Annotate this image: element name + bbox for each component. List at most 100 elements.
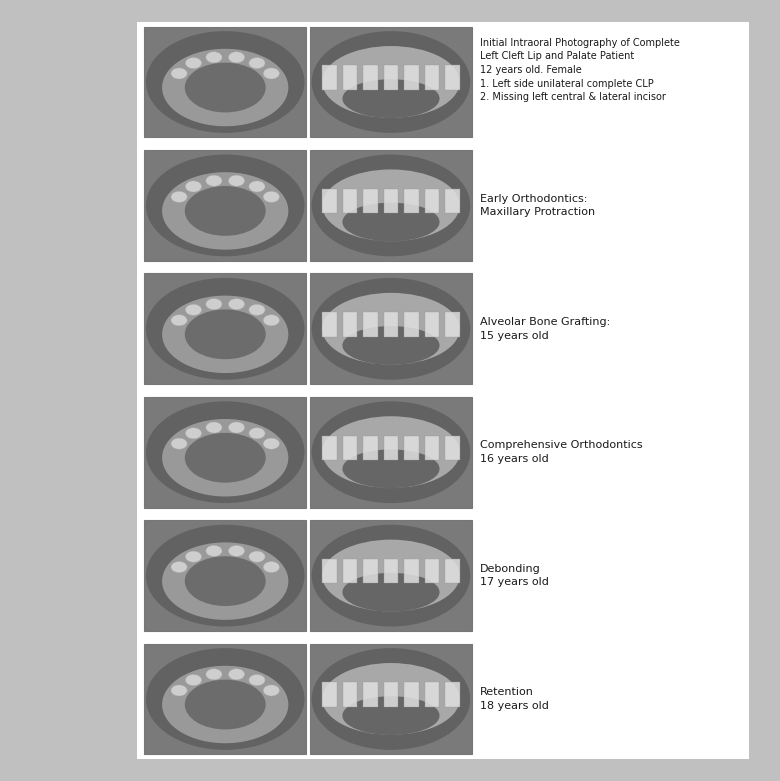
Bar [144, 397, 306, 508]
Bar [144, 520, 306, 631]
Bar [342, 559, 357, 583]
Bar [144, 27, 306, 137]
Bar [384, 66, 399, 90]
Bar [322, 312, 337, 337]
Ellipse shape [322, 293, 459, 365]
Ellipse shape [249, 305, 265, 316]
Bar [363, 189, 378, 213]
Bar [384, 312, 399, 337]
Ellipse shape [185, 309, 266, 359]
Ellipse shape [229, 52, 245, 62]
Ellipse shape [162, 542, 289, 620]
Bar [445, 66, 459, 90]
Ellipse shape [249, 428, 265, 439]
Ellipse shape [146, 648, 304, 750]
Ellipse shape [186, 428, 201, 439]
Ellipse shape [162, 419, 289, 497]
Bar [136, 22, 749, 759]
Ellipse shape [229, 298, 245, 309]
Bar [363, 683, 378, 707]
Ellipse shape [264, 685, 279, 696]
Bar [342, 66, 357, 90]
Ellipse shape [322, 416, 459, 488]
Ellipse shape [312, 31, 470, 133]
Ellipse shape [264, 315, 279, 326]
Bar [310, 27, 472, 137]
Bar [144, 644, 306, 754]
Ellipse shape [342, 202, 440, 241]
Ellipse shape [162, 172, 289, 250]
Ellipse shape [264, 68, 279, 79]
Text: Initial Intraoral Photography of Complete
Left Cleft Lip and Palate Patient
12 y: Initial Intraoral Photography of Complet… [480, 37, 679, 102]
Ellipse shape [206, 175, 222, 186]
Ellipse shape [146, 155, 304, 256]
Bar [404, 312, 419, 337]
Text: Early Orthodontics:
Maxillary Protraction: Early Orthodontics: Maxillary Protractio… [480, 194, 595, 217]
Bar [424, 436, 439, 460]
Ellipse shape [206, 545, 222, 556]
Ellipse shape [185, 433, 266, 483]
Ellipse shape [162, 665, 289, 744]
Ellipse shape [186, 675, 201, 686]
Bar [322, 189, 337, 213]
Ellipse shape [229, 175, 245, 186]
Ellipse shape [206, 298, 222, 309]
Bar [404, 189, 419, 213]
Bar [424, 683, 439, 707]
Bar [363, 436, 378, 460]
Ellipse shape [312, 278, 470, 380]
Bar [144, 273, 306, 384]
Bar [310, 150, 472, 261]
Bar [384, 559, 399, 583]
Bar [144, 150, 306, 261]
Ellipse shape [185, 186, 266, 236]
Bar [363, 559, 378, 583]
Ellipse shape [322, 540, 459, 612]
Bar [384, 436, 399, 460]
Ellipse shape [206, 422, 222, 433]
Ellipse shape [229, 669, 245, 679]
Text: Comprehensive Orthodontics
16 years old: Comprehensive Orthodontics 16 years old [480, 440, 642, 464]
Ellipse shape [171, 191, 187, 202]
Ellipse shape [312, 648, 470, 750]
Ellipse shape [185, 62, 266, 112]
Ellipse shape [342, 79, 440, 118]
Bar [322, 559, 337, 583]
Ellipse shape [264, 438, 279, 449]
Bar [310, 520, 472, 631]
Bar [342, 189, 357, 213]
Ellipse shape [185, 556, 266, 606]
Ellipse shape [186, 551, 201, 562]
Ellipse shape [171, 315, 187, 326]
Ellipse shape [171, 68, 187, 79]
Ellipse shape [186, 305, 201, 316]
Ellipse shape [264, 191, 279, 202]
Ellipse shape [171, 562, 187, 572]
Text: Alveolar Bone Grafting:
15 years old: Alveolar Bone Grafting: 15 years old [480, 317, 610, 341]
Ellipse shape [342, 572, 440, 612]
Bar [322, 66, 337, 90]
Bar [342, 436, 357, 460]
Bar [384, 683, 399, 707]
Bar [424, 559, 439, 583]
Ellipse shape [249, 58, 265, 69]
Bar [424, 189, 439, 213]
Ellipse shape [146, 31, 304, 133]
Bar [310, 273, 472, 384]
Bar [424, 66, 439, 90]
Ellipse shape [206, 52, 222, 62]
Bar [445, 189, 459, 213]
Ellipse shape [185, 679, 266, 729]
Bar [342, 683, 357, 707]
Bar [445, 436, 459, 460]
Bar [342, 312, 357, 337]
Bar [445, 683, 459, 707]
Ellipse shape [162, 295, 289, 373]
Ellipse shape [186, 181, 201, 192]
Bar [384, 189, 399, 213]
Text: Debonding
17 years old: Debonding 17 years old [480, 564, 548, 587]
Bar [310, 644, 472, 754]
Ellipse shape [206, 669, 222, 679]
Ellipse shape [146, 401, 304, 503]
Ellipse shape [342, 326, 440, 365]
